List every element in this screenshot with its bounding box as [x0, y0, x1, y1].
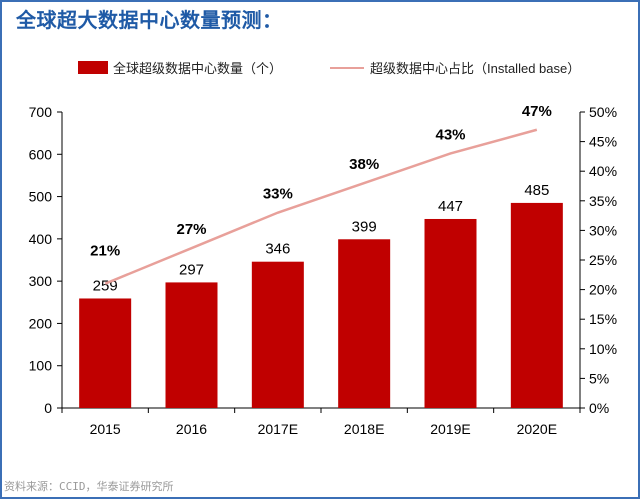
bar-value-label: 447 — [438, 198, 463, 215]
legend-bar-label: 全球超级数据中心数量（个） — [113, 61, 282, 76]
legend-line-label: 超级数据中心占比（Installed base） — [370, 61, 580, 76]
line-value-label: 43% — [435, 126, 465, 143]
x-tick-label: 2015 — [90, 421, 121, 437]
source-note: 资料来源：CCID，华泰证券研究所 — [4, 480, 174, 493]
x-tick-label: 2017E — [258, 421, 298, 437]
right-tick-label: 45% — [589, 134, 617, 150]
x-tick-label: 2020E — [517, 421, 557, 437]
bar — [79, 298, 132, 408]
right-tick-label: 10% — [589, 341, 617, 357]
bar-value-label: 346 — [265, 241, 290, 258]
left-tick-label: 300 — [29, 273, 53, 289]
right-tick-label: 40% — [589, 163, 617, 179]
line-value-label: 21% — [90, 243, 120, 260]
x-tick-label: 2016 — [176, 421, 207, 437]
line-value-label: 33% — [263, 186, 293, 203]
bar — [251, 261, 304, 408]
left-tick-label: 400 — [29, 231, 53, 247]
line-value-label: 47% — [522, 103, 552, 120]
left-tick-label: 600 — [29, 146, 53, 162]
plot-area: 0 100 200 300 400 500 600 700 0% 5% 10% 15% 20% 25% 30… — [29, 103, 617, 437]
left-tick-label: 100 — [29, 358, 53, 374]
bar — [424, 218, 477, 408]
bar-value-label: 399 — [352, 218, 377, 235]
right-tick-label: 25% — [589, 252, 617, 268]
left-tick-label: 0 — [44, 400, 52, 416]
right-tick-label: 30% — [589, 222, 617, 238]
line-value-label: 27% — [176, 221, 206, 238]
x-tick-label: 2018E — [344, 421, 384, 437]
x-tick-label: 2019E — [430, 421, 470, 437]
right-tick-label: 5% — [589, 370, 609, 386]
left-tick-label: 500 — [29, 189, 53, 205]
bar-value-label: 297 — [179, 261, 204, 278]
line-value-label: 38% — [349, 156, 379, 173]
share-line — [104, 128, 538, 285]
page-title: 全球超大数据中心数量预测： — [16, 8, 283, 32]
right-tick-label: 15% — [589, 311, 617, 327]
right-tick-label: 50% — [589, 104, 617, 120]
bar — [338, 239, 391, 408]
right-tick-label: 0% — [589, 400, 609, 416]
left-tick-label: 200 — [29, 315, 53, 331]
bar — [165, 282, 218, 408]
bar-value-label: 485 — [524, 182, 549, 199]
legend-bar-swatch — [78, 61, 108, 74]
right-tick-label: 20% — [589, 282, 617, 298]
left-tick-label: 700 — [29, 104, 53, 120]
legend: 全球超级数据中心数量（个） 超级数据中心占比（Installed base） — [78, 61, 580, 76]
bar — [510, 202, 563, 408]
right-tick-label: 35% — [589, 193, 617, 209]
